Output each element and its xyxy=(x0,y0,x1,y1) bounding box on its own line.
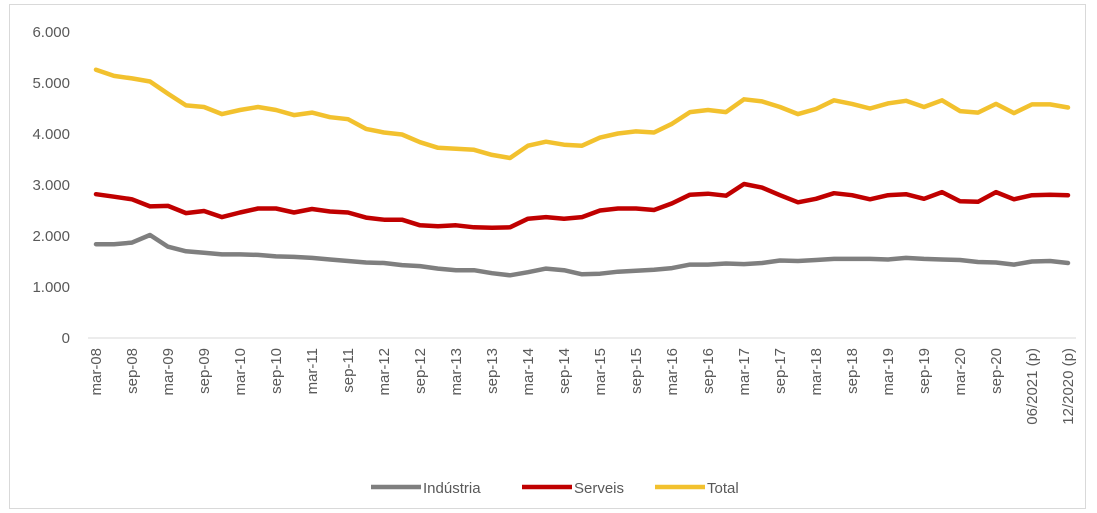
x-tick-label: mar-11 xyxy=(304,348,321,394)
x-tick-label: sep-16 xyxy=(700,348,717,394)
x-tick-label: mar-12 xyxy=(376,348,393,396)
series-lines xyxy=(93,67,1071,278)
legend: Indústria Serveis Total xyxy=(371,480,739,497)
series-line-total xyxy=(93,67,1071,161)
y-tick-label: 0 xyxy=(62,330,70,347)
x-tick-label: mar-18 xyxy=(808,348,825,396)
y-tick-label: 2.000 xyxy=(32,228,70,245)
x-tick-label: 06/2021 (p) xyxy=(1024,348,1041,425)
x-tick-label: 12/2020 (p) xyxy=(1060,348,1077,425)
x-tick-label: mar-17 xyxy=(736,348,753,396)
series-line-serveis xyxy=(93,181,1071,231)
legend-label: Serveis xyxy=(574,480,624,497)
x-axis: mar-08 sep-08 mar-09 sep-09 mar-10 sep-10 mar-… xyxy=(88,337,1077,425)
x-tick-label: sep-10 xyxy=(268,348,285,394)
x-tick-label: sep-09 xyxy=(196,348,213,394)
x-tick-label: mar-08 xyxy=(88,348,105,396)
x-tick-label: sep-08 xyxy=(124,348,141,394)
x-tick-label: mar-09 xyxy=(160,348,177,396)
x-tick-label: mar-20 xyxy=(952,348,969,396)
y-tick-label: 6.000 xyxy=(32,24,70,41)
y-tick-label: 5.000 xyxy=(32,75,70,92)
x-tick-label: mar-15 xyxy=(592,348,609,396)
legend-label: Indústria xyxy=(423,480,481,497)
y-tick-label: 4.000 xyxy=(32,126,70,143)
x-tick-label: mar-19 xyxy=(880,348,897,396)
x-tick-label: mar-10 xyxy=(232,348,249,396)
x-tick-label: sep-17 xyxy=(772,348,789,394)
x-tick-label: sep-12 xyxy=(412,348,429,394)
x-tick-label: sep-11 xyxy=(340,348,357,393)
series-line-indústria xyxy=(93,232,1071,278)
x-tick-label: sep-15 xyxy=(628,348,645,394)
y-axis: 0 1.000 2.000 3.000 4.000 5.000 6.000 xyxy=(32,24,70,347)
x-tick-label: sep-13 xyxy=(484,348,501,394)
x-tick-label: sep-20 xyxy=(988,348,1005,394)
x-tick-label: sep-14 xyxy=(556,348,573,394)
legend-label: Total xyxy=(707,480,739,497)
x-tick-label: mar-16 xyxy=(664,348,681,396)
x-tick-label: mar-14 xyxy=(520,348,537,396)
y-tick-label: 1.000 xyxy=(32,279,70,296)
y-tick-label: 3.000 xyxy=(32,177,70,194)
x-tick-label: sep-18 xyxy=(844,348,861,394)
x-tick-label: mar-13 xyxy=(448,348,465,396)
x-tick-label: sep-19 xyxy=(916,348,933,394)
